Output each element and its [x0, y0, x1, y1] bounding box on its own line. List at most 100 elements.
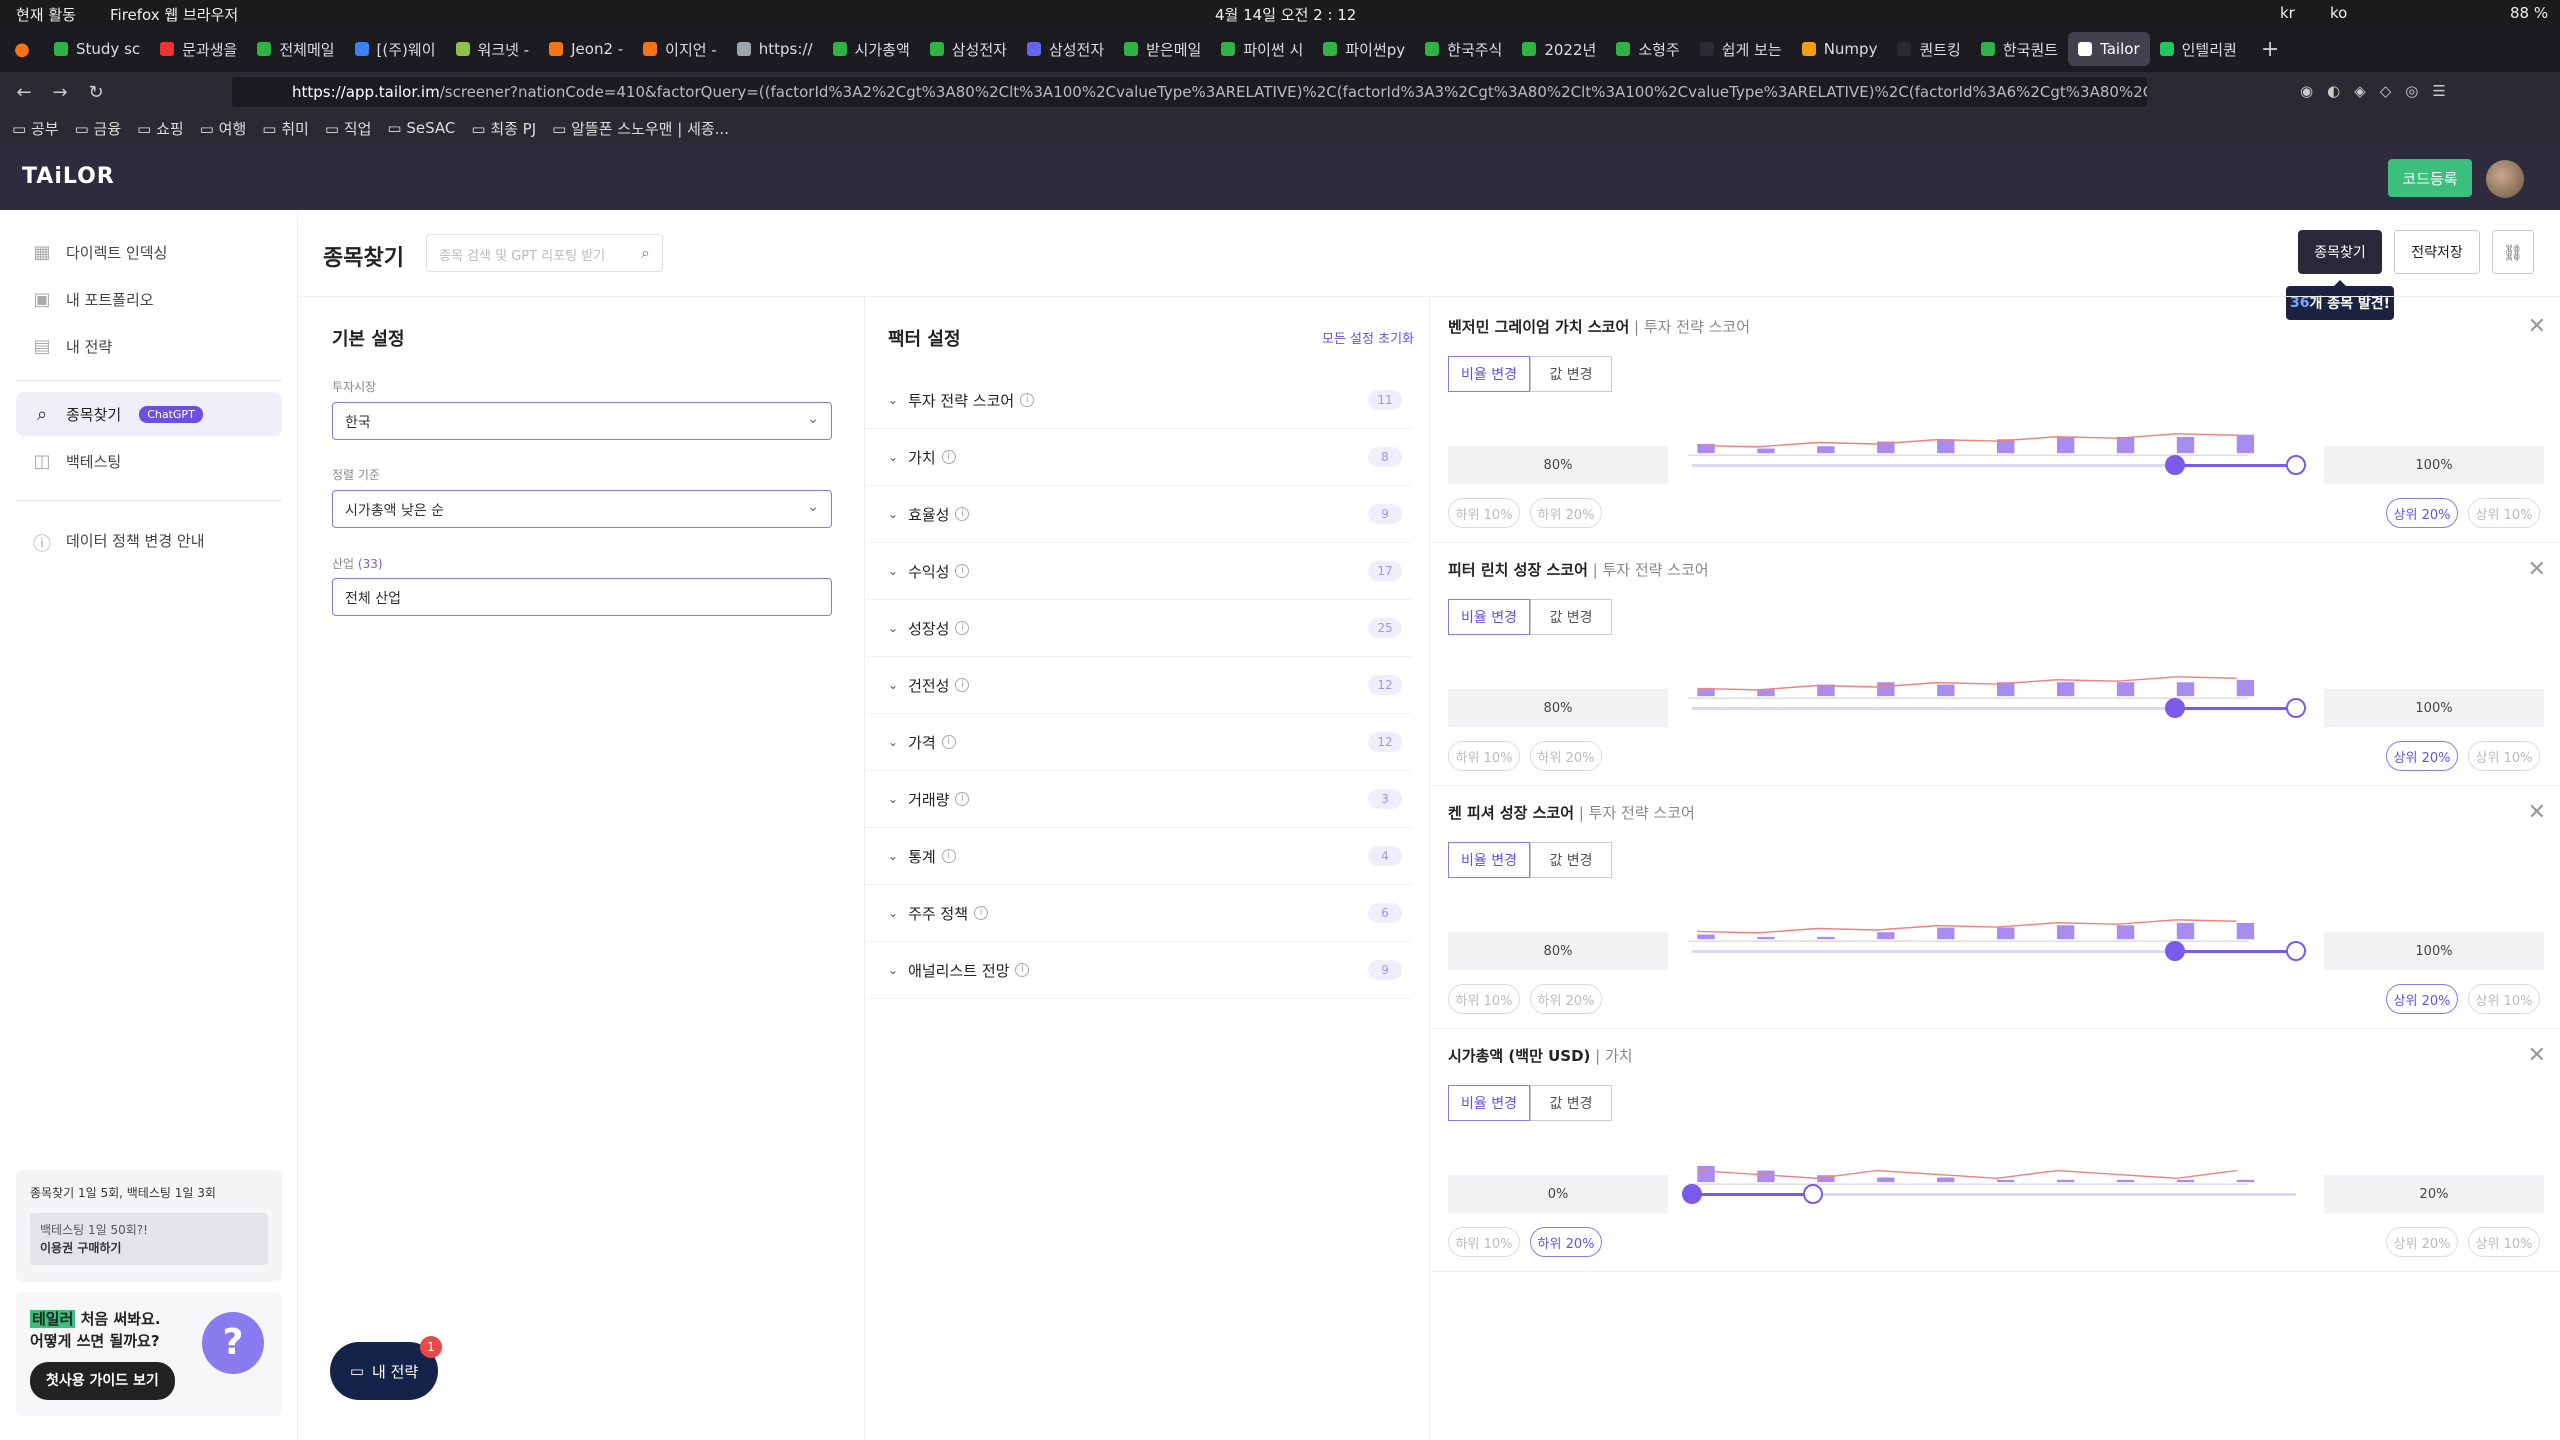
my-strategy-fab[interactable]: ▭ 내 전략 1: [330, 1336, 442, 1400]
bookmark-folder[interactable]: ▭ 최종 PJ: [471, 118, 536, 139]
browser-tab[interactable]: 워크넷 -: [446, 32, 540, 66]
browser-tab[interactable]: 한국주식: [1415, 32, 1512, 66]
browser-tab[interactable]: https://: [727, 32, 823, 66]
preset-pill[interactable]: 상위 20%: [2386, 984, 2458, 1014]
range-high-value[interactable]: 100%: [2324, 689, 2544, 727]
range-slider[interactable]: [1692, 455, 2306, 475]
info-icon[interactable]: i: [955, 792, 970, 806]
factor-category-row[interactable]: ⌄ 거래량 i 3: [866, 771, 1412, 828]
slider-low-handle[interactable]: [2165, 941, 2185, 961]
preset-pill[interactable]: 하위 10%: [1448, 741, 1520, 771]
sidebar-item-backtesting[interactable]: ◫ 백테스팅: [16, 439, 282, 483]
info-icon[interactable]: i: [974, 906, 989, 920]
slider-high-handle[interactable]: [2286, 455, 2306, 475]
browser-tab[interactable]: 쉽게 보는: [1690, 32, 1792, 66]
browser-tab[interactable]: Study sc: [44, 32, 150, 66]
preset-pill[interactable]: 상위 10%: [2468, 984, 2540, 1014]
preset-pill[interactable]: 상위 10%: [2468, 1227, 2540, 1257]
factor-category-row[interactable]: ⌄ 성장성 i 25: [866, 600, 1412, 657]
guide-button[interactable]: 첫사용 가이드 보기: [30, 1362, 175, 1400]
close-icon[interactable]: ✕: [2527, 557, 2546, 582]
bookmark-folder[interactable]: ▭ 알뜰폰 스노우맨 | 세종...: [552, 118, 729, 139]
bookmark-folder[interactable]: ▭ 취미: [262, 118, 309, 139]
avatar[interactable]: [2486, 160, 2524, 198]
browser-tab[interactable]: 인텔리퀀: [2150, 32, 2247, 66]
info-icon[interactable]: i: [941, 450, 956, 464]
preset-pill[interactable]: 하위 10%: [1448, 1227, 1520, 1257]
browser-tab[interactable]: 퀀트킹: [1887, 32, 1970, 66]
ratio-mode-button[interactable]: 비율 변경: [1448, 356, 1530, 392]
ratio-mode-button[interactable]: 비율 변경: [1448, 599, 1530, 635]
preset-pill[interactable]: 상위 10%: [2468, 498, 2540, 528]
info-icon[interactable]: i: [1020, 393, 1035, 407]
bookmark-folder[interactable]: ▭ 여행: [200, 118, 247, 139]
bookmark-folder[interactable]: ▭ 금융: [75, 118, 122, 139]
buy-pass-button[interactable]: 백테스팅 1일 50회?! 이용권 구매하기: [30, 1213, 268, 1265]
reset-all-button[interactable]: 모든 설정 초기화: [1322, 332, 1414, 347]
browser-tab[interactable]: Numpy: [1792, 32, 1888, 66]
clock[interactable]: 4월 14일 오전 2 : 12: [1215, 6, 1357, 24]
browser-tab[interactable]: Jeon2 -: [539, 32, 633, 66]
factor-category-row[interactable]: ⌄ 수익성 i 17: [866, 543, 1412, 600]
market-select[interactable]: 한국 ⌄: [332, 402, 832, 440]
factor-category-row[interactable]: ⌄ 건전성 i 12: [866, 657, 1412, 714]
factor-category-row[interactable]: ⌄ 효율성 i 9: [866, 486, 1412, 543]
browser-tab[interactable]: 삼성전자: [920, 32, 1017, 66]
ime-indicator[interactable]: ko: [2330, 4, 2348, 22]
info-icon[interactable]: i: [1015, 963, 1030, 977]
preset-pill[interactable]: 하위 20%: [1530, 1227, 1602, 1257]
browser-tab[interactable]: 파이썬py: [1313, 32, 1415, 66]
range-low-value[interactable]: 80%: [1448, 446, 1668, 484]
range-low-value[interactable]: 80%: [1448, 932, 1668, 970]
extension-icons[interactable]: ◉◐◈◇◎☰: [2300, 82, 2460, 100]
preset-pill[interactable]: 상위 20%: [2386, 1227, 2458, 1257]
browser-tab[interactable]: 받은메일: [1114, 32, 1211, 66]
sidebar-item-strategy[interactable]: ▤ 내 전략: [16, 324, 282, 368]
preset-pill[interactable]: 하위 20%: [1530, 741, 1602, 771]
link-icon[interactable]: ⛓: [2492, 230, 2534, 274]
sidebar-item-data-policy[interactable]: ⓘ 데이터 정책 변경 안내: [16, 518, 282, 562]
factor-category-row[interactable]: ⌄ 주주 정책 i 6: [866, 885, 1412, 942]
info-icon[interactable]: i: [955, 621, 970, 635]
factor-category-row[interactable]: ⌄ 애널리스트 전망 i 9: [866, 942, 1412, 999]
value-mode-button[interactable]: 값 변경: [1530, 1085, 1612, 1121]
industry-select[interactable]: 전체 산업: [332, 578, 832, 616]
browser-tab[interactable]: 한국퀀트: [1971, 32, 2068, 66]
slider-high-handle[interactable]: [2286, 941, 2306, 961]
factor-category-row[interactable]: ⌄ 가치 i 8: [866, 429, 1412, 486]
factor-category-row[interactable]: ⌄ 통계 i 4: [866, 828, 1412, 885]
browser-tab[interactable]: 이지언 -: [633, 32, 727, 66]
code-register-button[interactable]: 코드등록: [2388, 159, 2472, 197]
range-high-value[interactable]: 100%: [2324, 932, 2544, 970]
browser-tab[interactable]: 소형주: [1606, 32, 1689, 66]
value-mode-button[interactable]: 값 변경: [1530, 842, 1612, 878]
slider-low-handle[interactable]: [2165, 455, 2185, 475]
reload-icon[interactable]: ↻: [88, 81, 104, 103]
range-slider[interactable]: [1692, 941, 2306, 961]
browser-tab[interactable]: [(주)웨이: [345, 32, 446, 66]
search-input[interactable]: 종목 검색 및 GPT 리포팅 받기 ⌕: [426, 234, 663, 272]
tailor-logo[interactable]: TAiLOR: [22, 164, 115, 189]
sidebar-item-direct-indexing[interactable]: ▦ 다이렉트 인덱싱: [16, 230, 282, 274]
save-strategy-button[interactable]: 전략저장: [2394, 230, 2480, 274]
active-app-label[interactable]: Firefox 웹 브라우저: [110, 6, 239, 24]
value-mode-button[interactable]: 값 변경: [1530, 356, 1612, 392]
find-stocks-button[interactable]: 종목찾기: [2298, 230, 2382, 274]
preset-pill[interactable]: 하위 20%: [1530, 498, 1602, 528]
browser-tab[interactable]: Tailor: [2068, 32, 2150, 66]
url-bar[interactable]: https://app.tailor.im/screener?nationCod…: [232, 77, 2147, 107]
range-slider[interactable]: [1682, 1184, 2296, 1204]
bookmark-folder[interactable]: ▭ 쇼핑: [137, 118, 184, 139]
close-icon[interactable]: ✕: [2527, 1043, 2546, 1068]
bookmark-folder[interactable]: ▭ SeSAC: [387, 119, 455, 137]
sort-select[interactable]: 시가총액 낮은 순 ⌄: [332, 490, 832, 528]
browser-tab[interactable]: 삼성전자: [1017, 32, 1114, 66]
range-low-value[interactable]: 0%: [1448, 1175, 1668, 1213]
forward-icon[interactable]: →: [52, 81, 68, 103]
slider-low-handle[interactable]: [1682, 1184, 1702, 1204]
close-icon[interactable]: ✕: [2527, 800, 2546, 825]
battery-indicator[interactable]: 88 %: [2510, 4, 2549, 22]
preset-pill[interactable]: 하위 10%: [1448, 984, 1520, 1014]
info-icon[interactable]: i: [955, 564, 970, 578]
slider-low-handle[interactable]: [2165, 698, 2185, 718]
